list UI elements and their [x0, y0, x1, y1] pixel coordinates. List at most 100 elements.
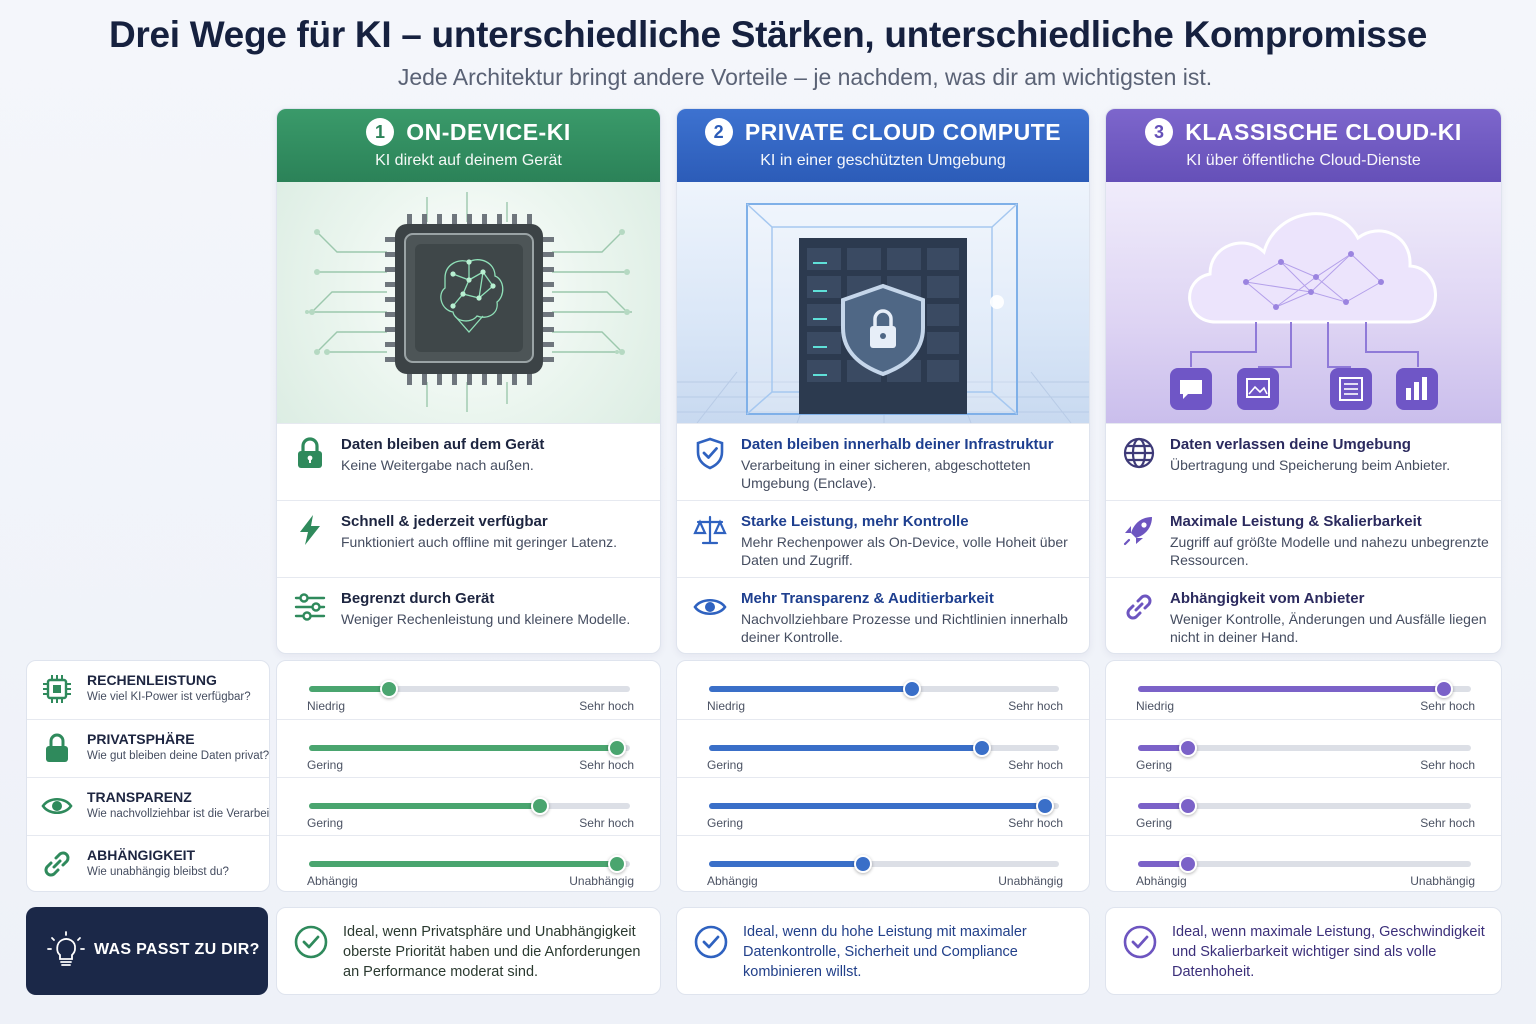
feature-title: Schnell & jederzeit verfügbar [341, 513, 548, 530]
rating-high-label: Sehr hoch [1420, 699, 1475, 713]
recommendation-text: Ideal, wenn du hohe Leistung mit maximal… [743, 924, 1027, 980]
globe-icon [1123, 437, 1155, 469]
feature-title: Mehr Transparenz & Auditierbarkeit [741, 590, 994, 607]
feature-desc: Weniger Kontrolle, Änderungen und Ausfäl… [1170, 611, 1487, 645]
criterion-row: RECHENLEISTUNG Wie viel KI-Power ist ver… [27, 661, 269, 719]
criterion-desc: Wie viel KI-Power ist verfügbar? [87, 691, 251, 703]
criteria-list: RECHENLEISTUNG Wie viel KI-Power ist ver… [26, 660, 270, 892]
rating-high-label: Unabhängig [1410, 874, 1475, 888]
rating-row: Gering Sehr hoch [277, 777, 660, 835]
lock-icon [298, 437, 322, 468]
rating-low-label: Gering [307, 758, 344, 772]
rating-row: Gering Sehr hoch [677, 777, 1089, 835]
rating-fill [309, 745, 618, 751]
criterion-title: PRIVATSPHÄRE [87, 731, 195, 747]
feature-desc: Weniger Rechenleistung und kleinere Mode… [341, 611, 631, 627]
rating-row: Abhängig Unabhängig [677, 835, 1089, 891]
rating-track [709, 739, 1059, 757]
rating-high-label: Sehr hoch [1008, 758, 1063, 772]
rating-fill [709, 745, 982, 751]
fit-question-box: WAS PASST ZU DIR? [26, 907, 268, 995]
criterion-desc: Wie unabhängig bleibst du? [87, 866, 229, 878]
link-icon [44, 851, 70, 877]
chip-illustration [277, 182, 660, 423]
cloud-illustration [1106, 182, 1501, 423]
feature-title: Daten bleiben auf dem Gerät [341, 436, 545, 453]
rating-knob [1435, 680, 1454, 698]
column-header: 3 KLASSISCHE CLOUD-KI KI über öffentlich… [1106, 109, 1501, 182]
lightbulb-icon [47, 931, 85, 966]
rating-panel-on-device: Niedrig Sehr hoch Gering Sehr hoch Gering Seh… [276, 660, 661, 892]
rating-knob [608, 739, 627, 757]
rating-track [309, 680, 630, 698]
rating-knob [608, 855, 627, 873]
rating-row: Gering Sehr hoch [1106, 719, 1501, 777]
column-title: PRIVATE CLOUD COMPUTE [744, 118, 1062, 145]
rating-row: Abhängig Unabhängig [277, 835, 660, 891]
rating-high-label: Sehr hoch [1008, 816, 1063, 830]
rating-knob [973, 739, 991, 757]
rating-low-label: Niedrig [1136, 699, 1175, 713]
rating-track [309, 797, 630, 815]
rating-fill [1138, 686, 1445, 692]
feature-row: Schnell & jederzeit verfügbar Funktionie… [277, 500, 660, 577]
rating-row: Gering Sehr hoch [277, 719, 660, 777]
rating-knob [1036, 797, 1054, 815]
rating-row: Abhängig Unabhängig [1106, 835, 1501, 891]
column-title: ON-DEVICE-KI [406, 118, 571, 145]
check-circle-icon [1123, 925, 1157, 959]
rating-high-label: Sehr hoch [1008, 699, 1063, 713]
column-classic-cloud: 3 KLASSISCHE CLOUD-KI KI über öffentlich… [1105, 108, 1502, 654]
fit-question-label: WAS PASST ZU DIR? [94, 941, 260, 958]
feature-title: Maximale Leistung & Skalierbarkeit [1170, 513, 1422, 530]
rating-low-label: Abhängig [1136, 874, 1187, 888]
column-title: KLASSISCHE CLOUD-KI [1185, 118, 1462, 145]
scale-icon [693, 515, 727, 545]
feature-title: Begrenzt durch Gerät [341, 590, 495, 607]
lock-icon [46, 733, 68, 762]
feature-desc: Verarbeitung in einer sicheren, abgescho… [741, 457, 1031, 491]
feature-row: Abhängigkeit vom Anbieter Weniger Kontro… [1106, 577, 1501, 653]
page-title: Drei Wege für KI – unterschiedliche Stär… [108, 14, 1428, 55]
page-subtitle: Jede Architektur bringt andere Vorteile … [397, 64, 1213, 90]
eye-icon [41, 797, 73, 815]
rating-low-label: Gering [307, 816, 344, 830]
rating-low-label: Gering [707, 816, 744, 830]
recommendation-classic-cloud: Ideal, wenn maximale Leistung, Geschwind… [1105, 907, 1502, 995]
chip-icon [43, 675, 71, 703]
rating-fill [709, 861, 863, 867]
lightning-icon [300, 515, 320, 545]
criterion-row: PRIVATSPHÄRE Wie gut bleiben deine Daten… [27, 719, 269, 777]
feature-title: Daten verlassen deine Umgebung [1170, 436, 1411, 453]
rating-knob [854, 855, 872, 873]
criterion-title: RECHENLEISTUNG [87, 672, 217, 688]
sliders-icon [294, 593, 326, 621]
rating-panel-private-cloud: Niedrig Sehr hoch Gering Sehr hoch Gering Seh… [676, 660, 1090, 892]
column-on-device: 1 ON-DEVICE-KI KI direkt auf deinem Gerä… [276, 108, 661, 654]
rating-track [709, 680, 1059, 698]
rating-high-label: Unabhängig [569, 874, 634, 888]
feature-row: Daten bleiben innerhalb deiner Infrastru… [677, 423, 1089, 500]
rating-knob [1178, 855, 1197, 873]
rating-low-label: Abhängig [707, 874, 758, 888]
link-icon [1126, 594, 1152, 620]
recommendation-private-cloud: Ideal, wenn du hohe Leistung mit maximal… [676, 907, 1090, 995]
criterion-title: ABHÄNGIGKEIT [87, 847, 196, 863]
rating-fill [709, 686, 912, 692]
rocket-icon [1123, 517, 1152, 546]
column-subtitle: KI in einer geschützten Umgebung [760, 152, 1006, 169]
rating-high-label: Sehr hoch [579, 758, 634, 772]
feature-row: Begrenzt durch Gerät Weniger Rechenleist… [277, 577, 660, 653]
feature-title: Starke Leistung, mehr Kontrolle [741, 513, 969, 530]
server-illustration [677, 182, 1089, 423]
rating-low-label: Niedrig [707, 699, 746, 713]
column-header: 1 ON-DEVICE-KI KI direkt auf deinem Gerä… [277, 109, 660, 182]
criterion-title: TRANSPARENZ [87, 789, 192, 805]
rating-high-label: Unabhängig [998, 874, 1063, 888]
column-number: 1 [366, 118, 395, 146]
feature-desc: Funktioniert auch offline mit geringer L… [341, 534, 618, 550]
rating-track [1138, 855, 1471, 873]
feature-row: Starke Leistung, mehr Kontrolle Mehr Rec… [677, 500, 1089, 577]
rating-track [309, 739, 630, 757]
feature-row: Mehr Transparenz & Auditierbarkeit Nachv… [677, 577, 1089, 653]
